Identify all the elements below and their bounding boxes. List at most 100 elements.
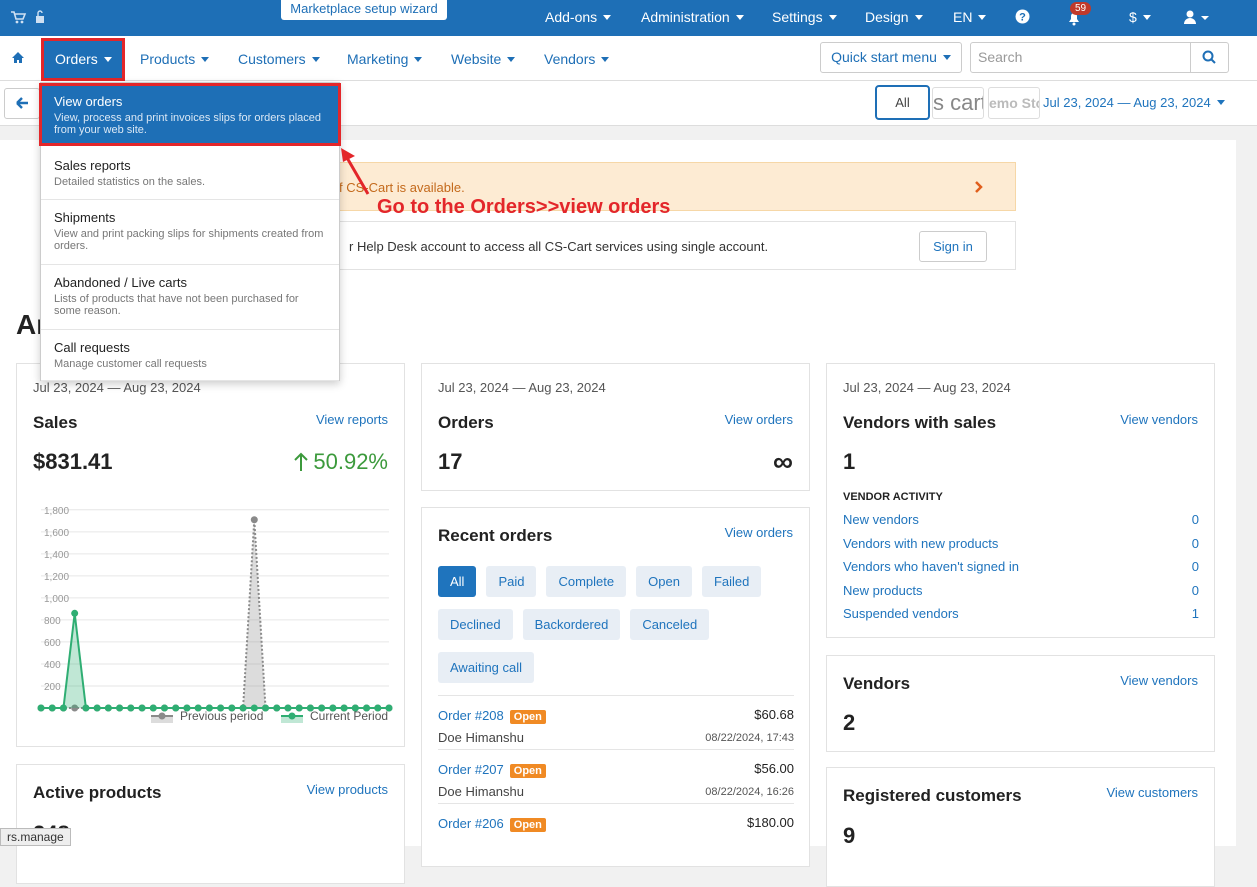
search-button[interactable]: [1190, 42, 1229, 73]
element: [1186, 10, 1194, 18]
order-link[interactable]: Order #206: [438, 816, 504, 831]
point: [363, 704, 371, 712]
card-link[interactable]: View products: [306, 782, 388, 797]
element: [20, 20, 24, 24]
activity-row[interactable]: Vendors who haven't signed in 0: [843, 559, 1199, 574]
card-value: 17: [438, 449, 463, 474]
menu-item[interactable]: Shipments View and print packing slips fo…: [41, 200, 339, 265]
filter-button[interactable]: All: [438, 566, 477, 597]
user-menu[interactable]: [1183, 10, 1213, 25]
card-value: 2: [843, 710, 856, 735]
card-title: Active products: [33, 783, 162, 802]
top-menu[interactable]: Add-ons: [545, 9, 611, 25]
activity-row[interactable]: New vendors 0: [843, 512, 1199, 527]
card-link[interactable]: View customers: [1106, 785, 1198, 800]
activity-label: Vendors who haven't signed in: [843, 559, 1019, 574]
point: [205, 704, 213, 712]
activity-row[interactable]: New products 0: [843, 583, 1199, 598]
chevron: [975, 181, 983, 193]
activity-row[interactable]: Vendors with new products 0: [843, 536, 1199, 551]
menu-item[interactable]: View orders View, process and print invoi…: [39, 83, 341, 146]
filter-button[interactable]: Declined: [438, 609, 513, 640]
filter-button[interactable]: Awaiting call: [438, 652, 535, 683]
point: [93, 704, 101, 712]
menu-item[interactable]: Sales reports Detailed statistics on the …: [41, 148, 339, 200]
y-tick-label: 1,600: [44, 528, 69, 539]
storefront-logo[interactable]: s cart: [932, 87, 984, 119]
date-range[interactable]: Jul 23, 2024 — Aug 23, 2024: [1043, 95, 1225, 110]
nav-item[interactable]: Orders: [55, 51, 112, 67]
point: [351, 704, 359, 712]
y-tick-label: 1,200: [44, 572, 69, 583]
activity-count: 0: [1191, 535, 1199, 551]
nav-item[interactable]: Products: [140, 51, 209, 67]
storefront-all[interactable]: All: [875, 85, 930, 120]
element: [12, 52, 24, 63]
order-head: Order #208 Open: [438, 708, 546, 724]
home-icon[interactable]: [11, 51, 25, 64]
orders-card: Jul 23, 2024 — Aug 23, 2024 Orders View …: [421, 363, 810, 491]
order-row: Order #208 Open $60.68 Doe Himanshu 08/22/20…: [438, 695, 794, 749]
top-bar: Marketplace setup wizard Add-ons Adminis…: [0, 0, 1257, 36]
vendors-card: Vendors View vendors 2: [826, 655, 1215, 752]
card-link[interactable]: View vendors: [1120, 673, 1198, 688]
filter-button[interactable]: Open: [636, 566, 692, 597]
point: [385, 704, 393, 712]
storefront-logo[interactable]: emo Sto: [988, 87, 1040, 119]
top-menu[interactable]: Administration: [641, 9, 744, 25]
bell-icon[interactable]: [1066, 10, 1082, 26]
card-value: 1: [843, 449, 856, 474]
legend-label: Current Period: [310, 709, 388, 723]
top-menu[interactable]: Settings: [772, 9, 837, 25]
up-arrow: [294, 452, 308, 471]
nav-item[interactable]: Marketing: [347, 51, 422, 67]
notification-badge: 59: [1070, 2, 1092, 15]
point: [250, 704, 258, 712]
admin-page: Marketplace setup wizard Add-ons Adminis…: [0, 0, 1257, 846]
filter-button[interactable]: Canceled: [630, 609, 710, 640]
menu-item[interactable]: Abandoned / Live carts Lists of products …: [41, 265, 339, 330]
point: [160, 704, 168, 712]
card-link[interactable]: View reports: [315, 412, 388, 427]
activity-row[interactable]: Suspended vendors 1: [843, 606, 1199, 621]
point: [250, 516, 258, 524]
section-title: VENDOR ACTIVITY: [843, 491, 943, 503]
back-button[interactable]: [4, 88, 40, 119]
card-link[interactable]: View vendors: [1120, 412, 1198, 427]
quick-start-button[interactable]: Quick start menu: [820, 42, 962, 73]
search-input[interactable]: Search: [970, 42, 1191, 73]
order-link[interactable]: Order #208: [438, 708, 504, 723]
card-link[interactable]: View orders: [724, 412, 793, 427]
active-products-card: Active products View products 248: [16, 764, 405, 884]
activity-count: 0: [1191, 559, 1199, 574]
order-link[interactable]: Order #207: [438, 762, 504, 777]
filter-button[interactable]: Paid: [486, 566, 537, 597]
order-date: 08/22/2024, 16:26: [705, 786, 794, 798]
help-icon[interactable]: ?: [1015, 9, 1030, 24]
area: [41, 613, 389, 708]
nav-item[interactable]: Vendors: [544, 51, 609, 67]
store-icons: [11, 10, 44, 24]
card-link[interactable]: View orders: [724, 525, 793, 540]
element: [344, 155, 370, 195]
currency-menu[interactable]: $: [1129, 9, 1151, 25]
top-menu[interactable]: Design: [865, 9, 923, 25]
activity-label: New products: [843, 582, 923, 598]
filter-button[interactable]: Complete: [546, 566, 627, 597]
y-tick-label: 800: [44, 616, 61, 627]
element: [1072, 22, 1076, 26]
nav-item[interactable]: Customers: [238, 51, 320, 67]
menu-item[interactable]: Call requests Manage customer call reques…: [41, 330, 339, 381]
setup-wizard-button[interactable]: Marketplace setup wizard: [281, 0, 447, 20]
filter-button[interactable]: Backordered: [522, 609, 621, 640]
point: [82, 704, 90, 712]
activity-label: Suspended vendors: [843, 606, 959, 621]
nav-item[interactable]: Website: [451, 51, 515, 67]
upgrade-notice[interactable]: f CS-Cart is available.: [330, 162, 1016, 211]
sign-in-button[interactable]: Sign in: [919, 231, 987, 262]
menu-item-title: Sales reports: [54, 158, 131, 173]
top-menu[interactable]: EN: [953, 9, 986, 25]
legend-dot: [288, 712, 296, 720]
filter-button[interactable]: Failed: [701, 566, 762, 597]
order-row: Order #206 Open $180.00: [438, 803, 794, 857]
